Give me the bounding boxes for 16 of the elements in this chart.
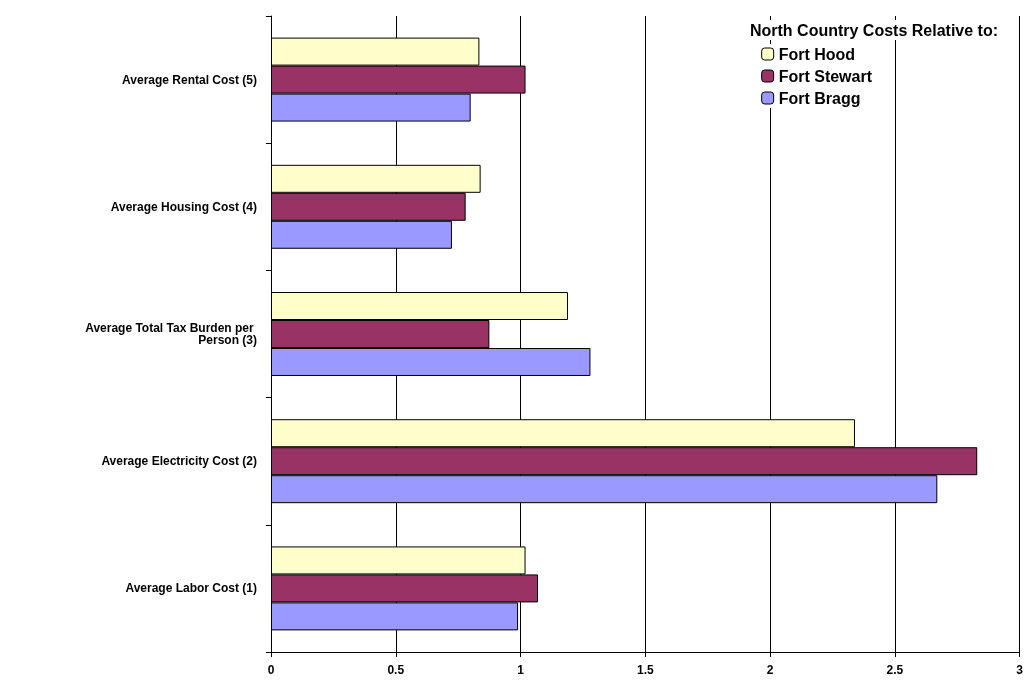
y-tick-label: Average Housing Cost (4) <box>110 199 257 214</box>
x-tick-label: 0 <box>267 663 275 677</box>
legend-label: Fort Stewart <box>778 67 873 85</box>
y-tick-label: Average Electricity Cost (2) <box>101 454 257 469</box>
legend-title: North Country Costs Relative to: <box>749 21 998 39</box>
x-tick-label: 0.5 <box>387 663 405 677</box>
x-tick-label: 2.5 <box>886 663 904 677</box>
x-tick-label: 1.5 <box>636 663 654 677</box>
y-tick-label: Average Rental Cost (5) <box>122 72 257 87</box>
y-tick-label: Average Labor Cost (1) <box>125 581 257 596</box>
x-tick-label: 1 <box>517 663 525 677</box>
legend-label: Fort Bragg <box>778 89 861 107</box>
x-tick-label: 3 <box>1016 663 1024 677</box>
y-tick-label: Average Total Tax Burden per Person (3) <box>85 321 257 347</box>
legend-label: Fort Hood <box>778 45 856 63</box>
x-tick-label: 2 <box>766 663 774 677</box>
